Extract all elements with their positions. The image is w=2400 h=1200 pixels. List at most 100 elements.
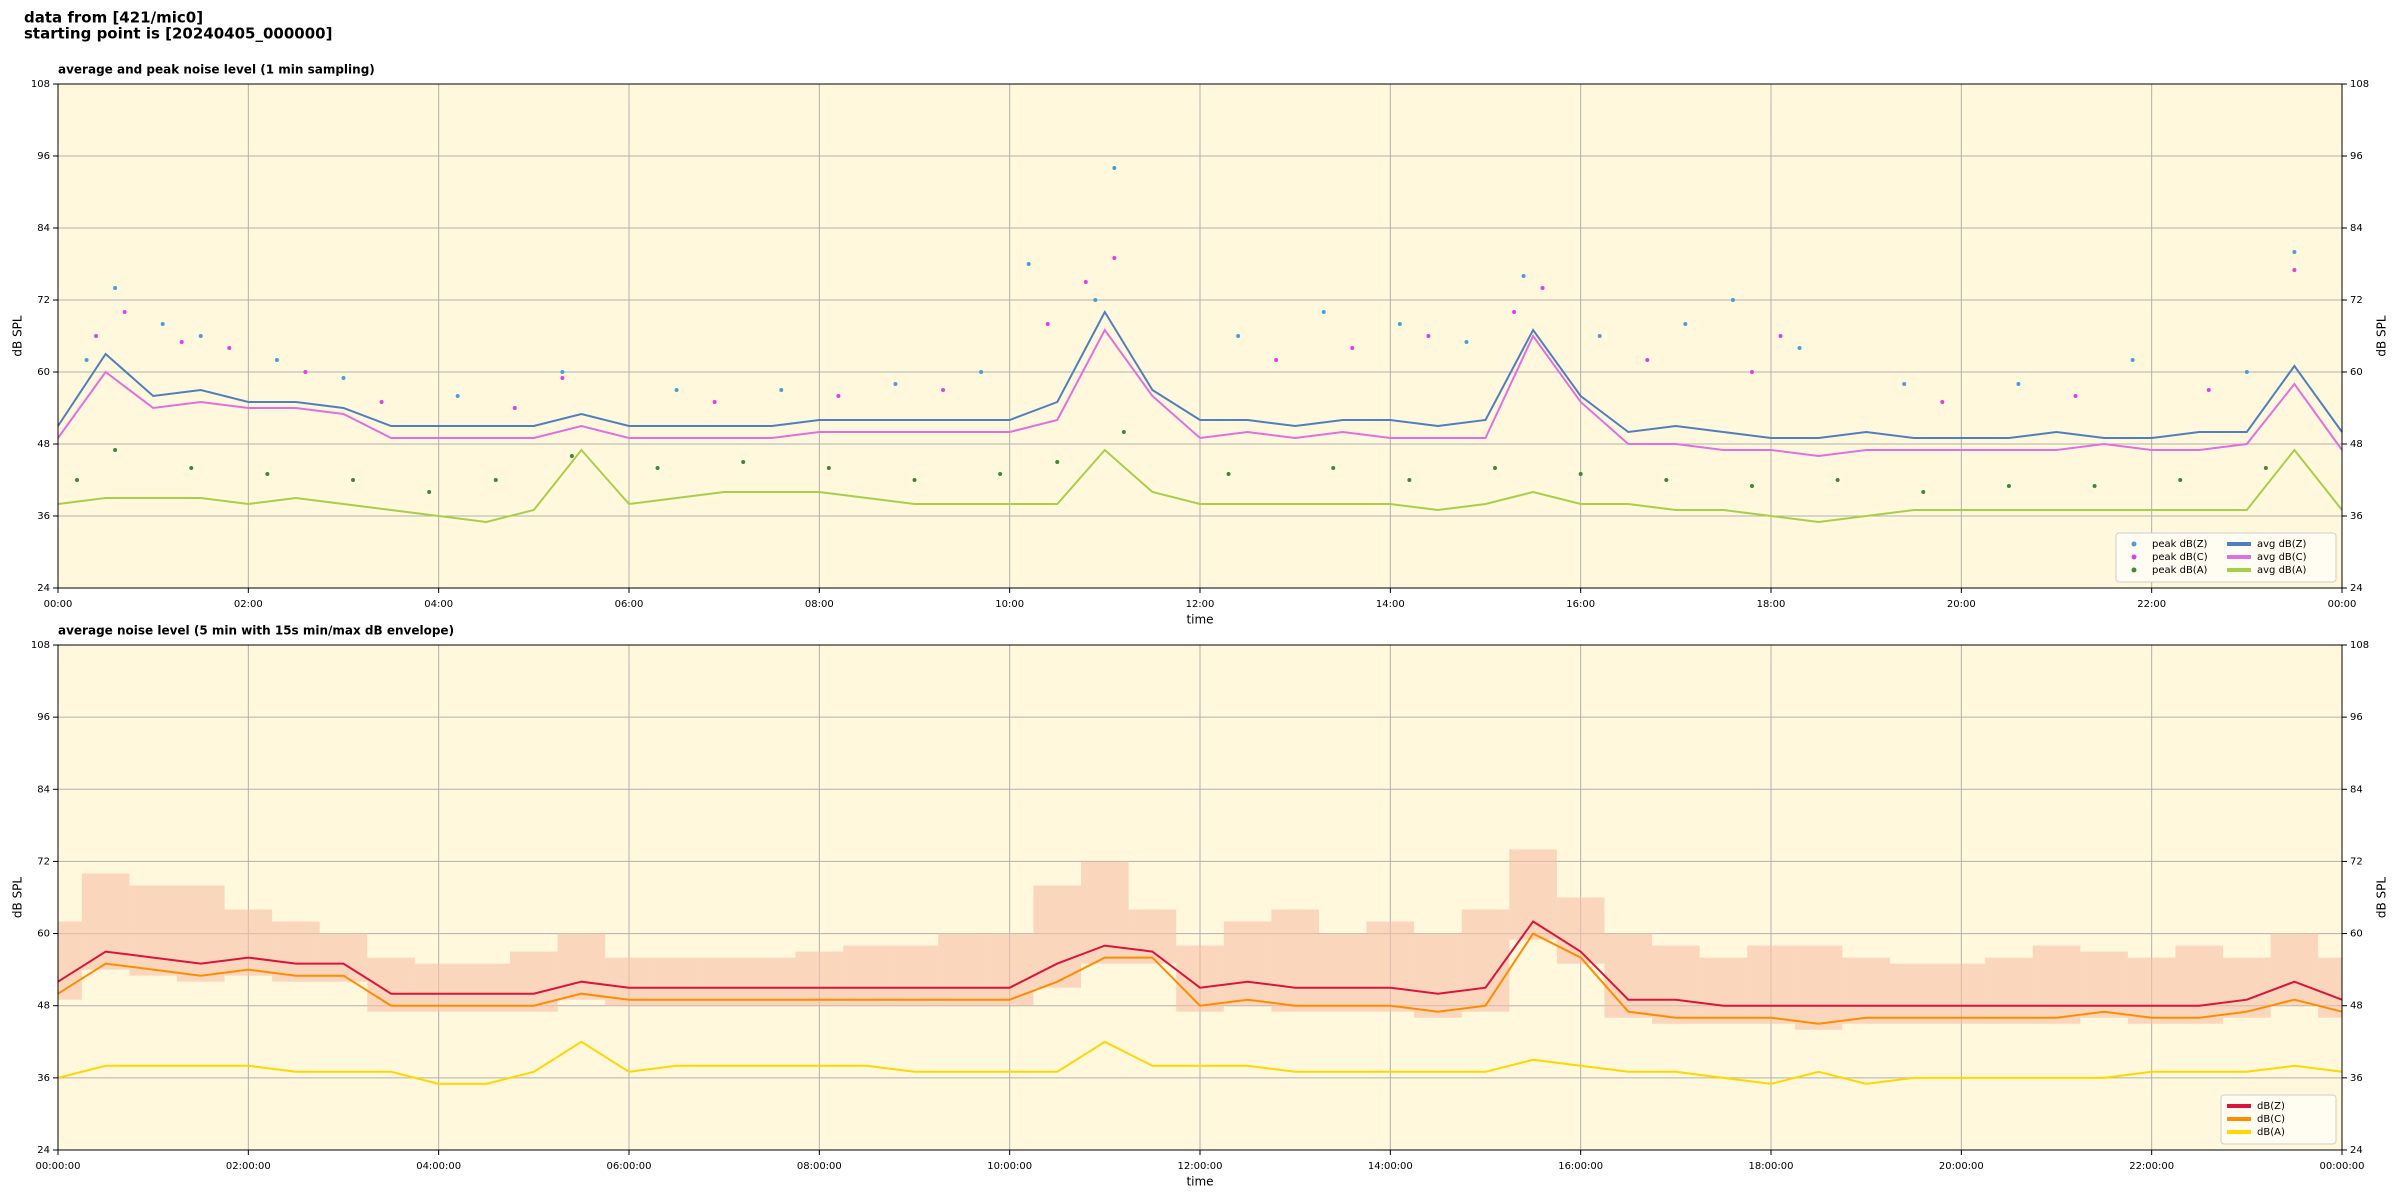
y2-tick-label: 72: [2350, 856, 2363, 867]
y2-tick-label: 60: [2350, 929, 2363, 940]
peak-point: [1493, 466, 1498, 470]
peak-point: [560, 376, 565, 380]
data-line: [57, 309, 2343, 439]
envelope-band: [747, 957, 796, 1006]
legend-label: avg dB(Z): [2257, 539, 2307, 550]
y2-tick-label: 60: [2350, 367, 2363, 378]
envelope-band: [843, 945, 891, 1006]
y-tick-label: 84: [37, 784, 50, 795]
peak-point: [274, 358, 279, 362]
data-line: [57, 328, 2343, 458]
envelope-band: [272, 921, 320, 982]
y2-tick-label: 48: [2350, 439, 2363, 450]
envelope-band: [2127, 957, 2176, 1024]
peak-point: [1397, 322, 1402, 326]
envelope-band: [890, 945, 939, 1006]
peak-point: [2092, 484, 2097, 488]
peak-point: [1940, 400, 1945, 404]
envelope-band: [2270, 933, 2319, 1006]
y-tick-label: 84: [37, 223, 50, 234]
envelope-band: [2175, 945, 2224, 1024]
peak-point: [1112, 256, 1117, 260]
envelope-band: [1794, 945, 1843, 1030]
y2-tick-label: 108: [2350, 79, 2369, 90]
peak-point: [1226, 472, 1231, 476]
legend-label: avg dB(A): [2257, 565, 2307, 576]
peak-point: [560, 370, 565, 374]
peak-point: [1597, 334, 1602, 338]
peak-point: [998, 472, 1003, 476]
peak-point: [1321, 310, 1326, 314]
x-tick-label: 22:00: [2137, 599, 2166, 610]
envelope-band: [652, 957, 701, 1006]
envelope-band: [129, 885, 177, 976]
peak-point: [1749, 370, 1754, 374]
envelope-band: [367, 957, 415, 1012]
envelope-band: [1509, 849, 1557, 940]
envelope-band: [1223, 921, 1272, 1006]
x-tick-label: 20:00: [1947, 599, 1976, 610]
legend-label: dB(Z): [2257, 1101, 2285, 1112]
legend-label: avg dB(C): [2257, 552, 2307, 563]
legend-label: dB(A): [2257, 1127, 2285, 1138]
x-tick-label: 08:00: [805, 599, 834, 610]
peak-point: [1578, 472, 1583, 476]
y2-tick-label: 72: [2350, 295, 2363, 306]
y2-tick-label: 96: [2350, 151, 2363, 162]
x-tick-label: 18:00: [1757, 599, 1786, 610]
legend-label: peak dB(A): [2152, 565, 2208, 576]
peak-point: [712, 400, 717, 404]
envelope-band: [414, 963, 463, 1012]
y-tick-label: 24: [37, 583, 50, 594]
peak-point: [94, 334, 99, 338]
peak-point: [2292, 268, 2297, 272]
x-tick-label: 00:00: [44, 599, 73, 610]
envelope-band: [1699, 957, 1748, 1024]
y-tick-label: 60: [37, 367, 50, 378]
y-tick-label: 48: [37, 1001, 50, 1012]
peak-point: [1026, 262, 1031, 266]
peak-point: [122, 310, 127, 314]
legend-marker: [2131, 567, 2137, 573]
peak-point: [674, 388, 679, 392]
peak-point: [113, 448, 118, 452]
peak-point: [1664, 478, 1669, 482]
peak-point: [1426, 334, 1431, 338]
peak-point: [2206, 388, 2211, 392]
peak-point: [1112, 166, 1117, 170]
envelope-band: [1747, 945, 1795, 1024]
peak-point: [493, 478, 498, 482]
y-tick-label: 96: [37, 712, 50, 723]
peak-point: [1540, 286, 1545, 290]
chart-title: average and peak noise level (1 min samp…: [58, 63, 375, 77]
y2-tick-label: 108: [2350, 640, 2369, 651]
y-tick-label: 108: [31, 79, 50, 90]
peak-point: [1407, 478, 1412, 482]
legend-label: peak dB(C): [2152, 552, 2208, 563]
envelope-band: [1176, 945, 1224, 1012]
y2-tick-label: 36: [2350, 1073, 2363, 1084]
y2-axis-label: dB SPL: [2375, 877, 2389, 919]
peak-point: [1083, 280, 1088, 284]
peak-point: [351, 478, 356, 482]
peak-point: [227, 346, 232, 350]
y2-tick-label: 84: [2350, 784, 2363, 795]
y-tick-label: 48: [37, 439, 50, 450]
peak-point: [655, 466, 660, 470]
y2-tick-label: 48: [2350, 1001, 2363, 1012]
peak-point: [198, 334, 203, 338]
y2-tick-label: 24: [2350, 583, 2363, 594]
x-tick-label: 20:00:00: [1939, 1161, 1984, 1172]
envelope-band: [224, 909, 273, 976]
x-tick-label: 10:00: [995, 599, 1024, 610]
x-axis-label: time: [1186, 613, 1213, 627]
legend-marker: [2131, 541, 2137, 547]
x-tick-label: 06:00:00: [607, 1161, 652, 1172]
envelope-band: [700, 957, 748, 1006]
x-tick-label: 02:00:00: [226, 1161, 271, 1172]
x-axis-label: time: [1186, 1175, 1213, 1189]
peak-point: [303, 370, 308, 374]
x-tick-label: 18:00:00: [1749, 1161, 1794, 1172]
peak-point: [569, 454, 574, 458]
peak-point: [779, 388, 784, 392]
